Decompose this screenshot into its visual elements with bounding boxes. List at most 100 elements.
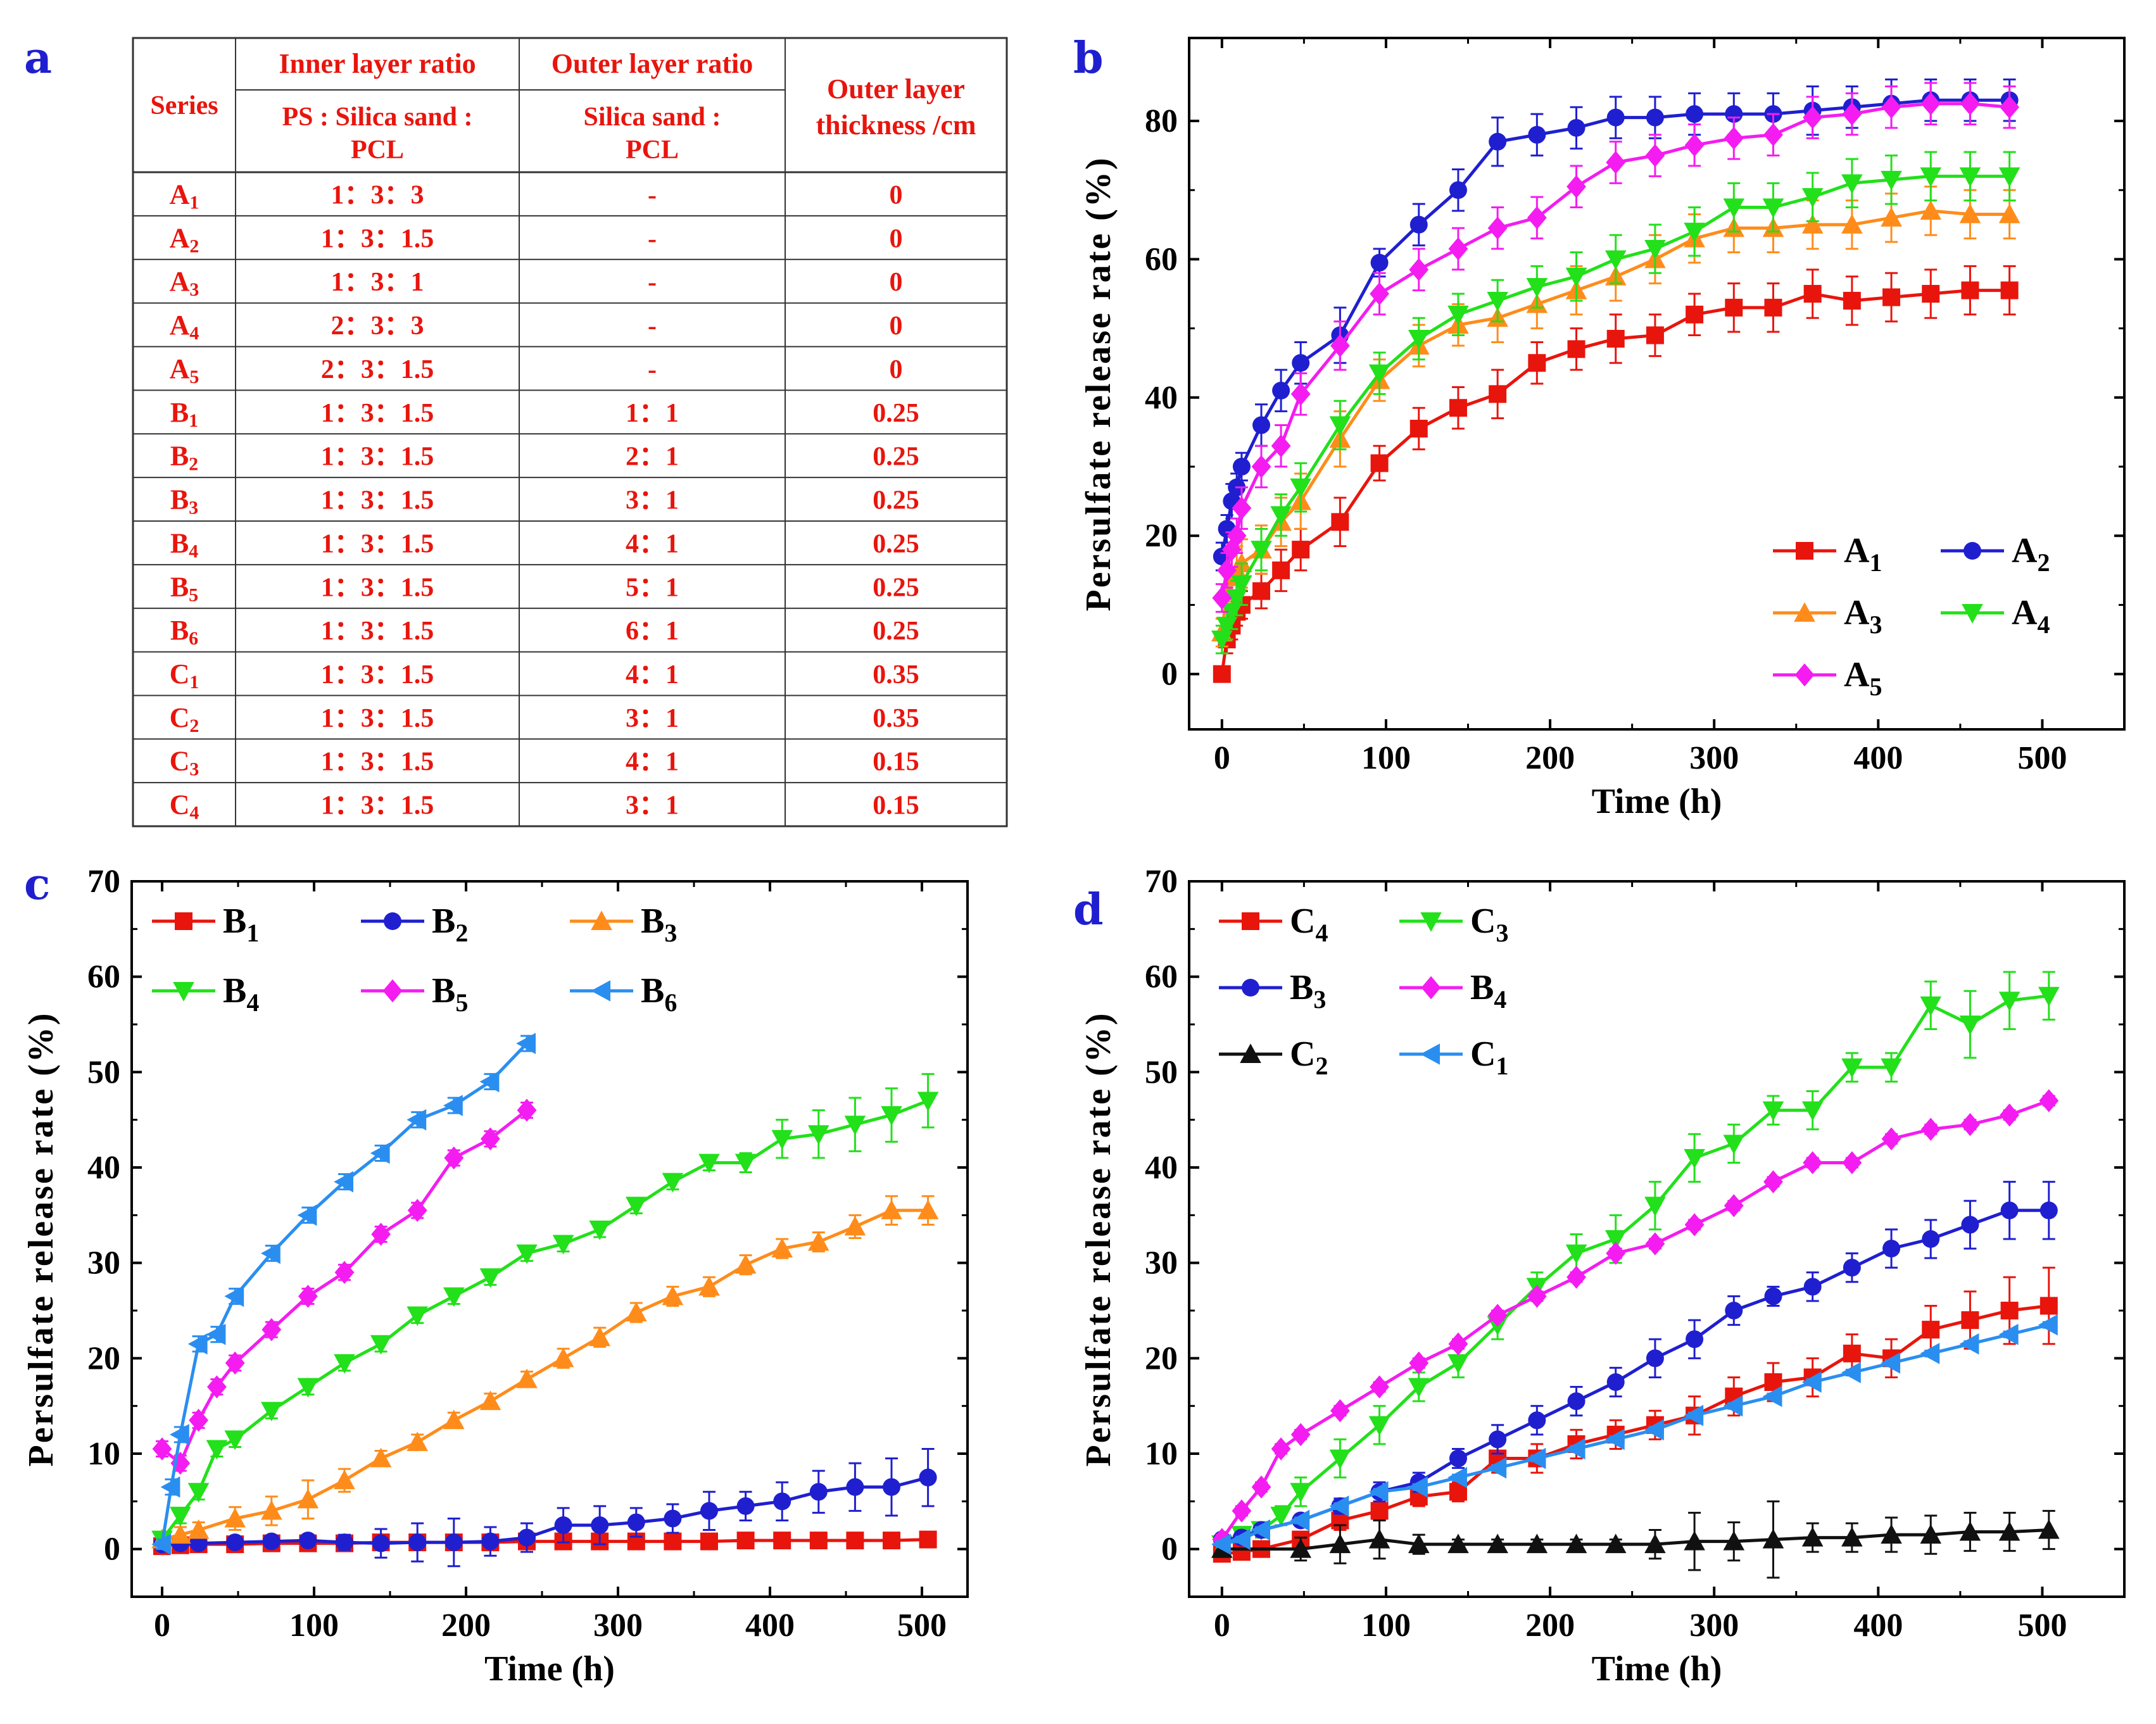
data-point — [881, 1200, 902, 1219]
data-point — [1408, 330, 1430, 349]
cell-outer-ratio: 3：1 — [626, 486, 679, 515]
cell-thickness: 0 — [890, 311, 903, 341]
cell-thickness: 0.25 — [873, 399, 919, 428]
chart-d: 0 100 200 300 400 500 0 10 20 30 40 50 60 70 Time (h) P… — [1079, 864, 2126, 1689]
data-point — [919, 1468, 937, 1487]
cell-outer-ratio: 3：1 — [626, 791, 679, 821]
x-tick-label: 400 — [745, 1608, 795, 1644]
data-point — [1841, 1058, 1863, 1078]
x-tick-label: 400 — [1853, 1608, 1903, 1644]
data-point — [1801, 214, 1824, 234]
x-tick-label: 500 — [2017, 1608, 2067, 1644]
legend-item: B4 — [1399, 968, 1506, 1014]
data-point — [407, 1109, 427, 1131]
data-point — [481, 1127, 500, 1150]
cell-inner-ratio: 1：3：1.5 — [321, 704, 434, 733]
data-point — [261, 1500, 282, 1520]
data-point — [1922, 1321, 1940, 1339]
data-point — [1881, 1524, 1902, 1544]
data-point — [1221, 538, 1242, 562]
data-point — [516, 1368, 538, 1388]
data-point — [1841, 1362, 1861, 1383]
legend-item: B2 — [361, 902, 468, 947]
data-point — [698, 1154, 720, 1174]
data-point — [1270, 1506, 1292, 1526]
data-point — [591, 1516, 609, 1534]
data-point — [1960, 1113, 1980, 1136]
header-series: Series — [150, 91, 218, 120]
data-point — [1329, 1533, 1351, 1554]
x-tick-label: 300 — [1689, 1608, 1739, 1644]
y-tick-label: 20 — [1145, 1340, 1178, 1376]
header-outer-sub-2: PCL — [626, 135, 679, 165]
series-B6 — [151, 1033, 536, 1555]
data-point — [207, 1375, 227, 1399]
data-point — [1329, 1495, 1349, 1517]
data-point — [1526, 1533, 1548, 1554]
data-point — [1487, 1304, 1508, 1327]
data-point — [408, 1533, 427, 1552]
data-point — [1487, 1457, 1507, 1479]
data-point — [771, 1129, 793, 1150]
legend-label: C2 — [1290, 1035, 1328, 1080]
cell-outer-ratio: 4：1 — [626, 660, 679, 689]
data-point — [2000, 1302, 2019, 1319]
cell-outer-ratio: 2：1 — [626, 443, 679, 472]
cell-series: B4 — [170, 527, 198, 562]
data-point — [1251, 1519, 1271, 1541]
data-point — [844, 1116, 866, 1135]
data-point — [262, 1318, 282, 1342]
data-point — [1449, 1449, 1467, 1468]
data-point — [225, 1351, 245, 1375]
data-point — [808, 1125, 829, 1145]
data-point — [1920, 1117, 1941, 1141]
series-C3 — [1211, 971, 2060, 1555]
data-point — [1211, 1533, 1231, 1555]
data-point — [2039, 1297, 2058, 1315]
data-point — [700, 1532, 718, 1551]
data-point — [1959, 1016, 1981, 1035]
x-tick-label: 300 — [593, 1608, 643, 1644]
legend-item: B1 — [152, 902, 259, 947]
cell-inner-ratio: 2：3：3 — [331, 311, 424, 341]
series-B3 — [1213, 1181, 2058, 1549]
table-row: B6 1：3：1.5 6：1 0.25 — [170, 615, 919, 649]
data-point — [187, 1333, 208, 1355]
data-point — [170, 1506, 191, 1526]
data-point — [1447, 1466, 1467, 1488]
data-point — [1292, 354, 1310, 372]
data-point — [1684, 1213, 1705, 1236]
cell-series: C2 — [170, 702, 199, 736]
data-point — [407, 1431, 428, 1451]
data-point — [883, 1532, 900, 1550]
legend-marker — [173, 982, 194, 1002]
y-tick-label: 60 — [1145, 959, 1178, 995]
data-point — [1487, 217, 1508, 240]
cell-inner-ratio: 1：3：1.5 — [321, 791, 434, 821]
cell-series: A3 — [170, 266, 199, 300]
legend-item: B3 — [570, 902, 677, 947]
data-point — [1961, 281, 1979, 299]
data-point — [1212, 586, 1232, 610]
data-point — [1725, 1302, 1743, 1319]
data-point — [626, 1302, 647, 1322]
data-point — [1841, 174, 1863, 194]
data-point — [1368, 1481, 1389, 1503]
series-B4 — [151, 1073, 939, 1551]
legend: B1 B2 B3 B4 B5 B6 — [152, 902, 677, 1017]
cell-inner-ratio: 1：3：1.5 — [321, 443, 434, 472]
data-point — [334, 1261, 355, 1284]
legend-marker — [1240, 1043, 1261, 1063]
data-point — [1604, 1533, 1627, 1554]
y-tick-label: 20 — [87, 1340, 120, 1376]
data-point — [1843, 291, 1861, 310]
data-point — [1567, 340, 1585, 358]
y-tick-label: 40 — [1145, 1150, 1178, 1186]
data-point — [261, 1402, 282, 1421]
x-tick-label: 200 — [1525, 740, 1575, 776]
data-point — [334, 1354, 355, 1374]
legend-marker — [591, 910, 612, 930]
data-point — [1723, 1395, 1743, 1417]
data-point — [1528, 1411, 1546, 1430]
legend-label: A5 — [1844, 655, 1882, 701]
